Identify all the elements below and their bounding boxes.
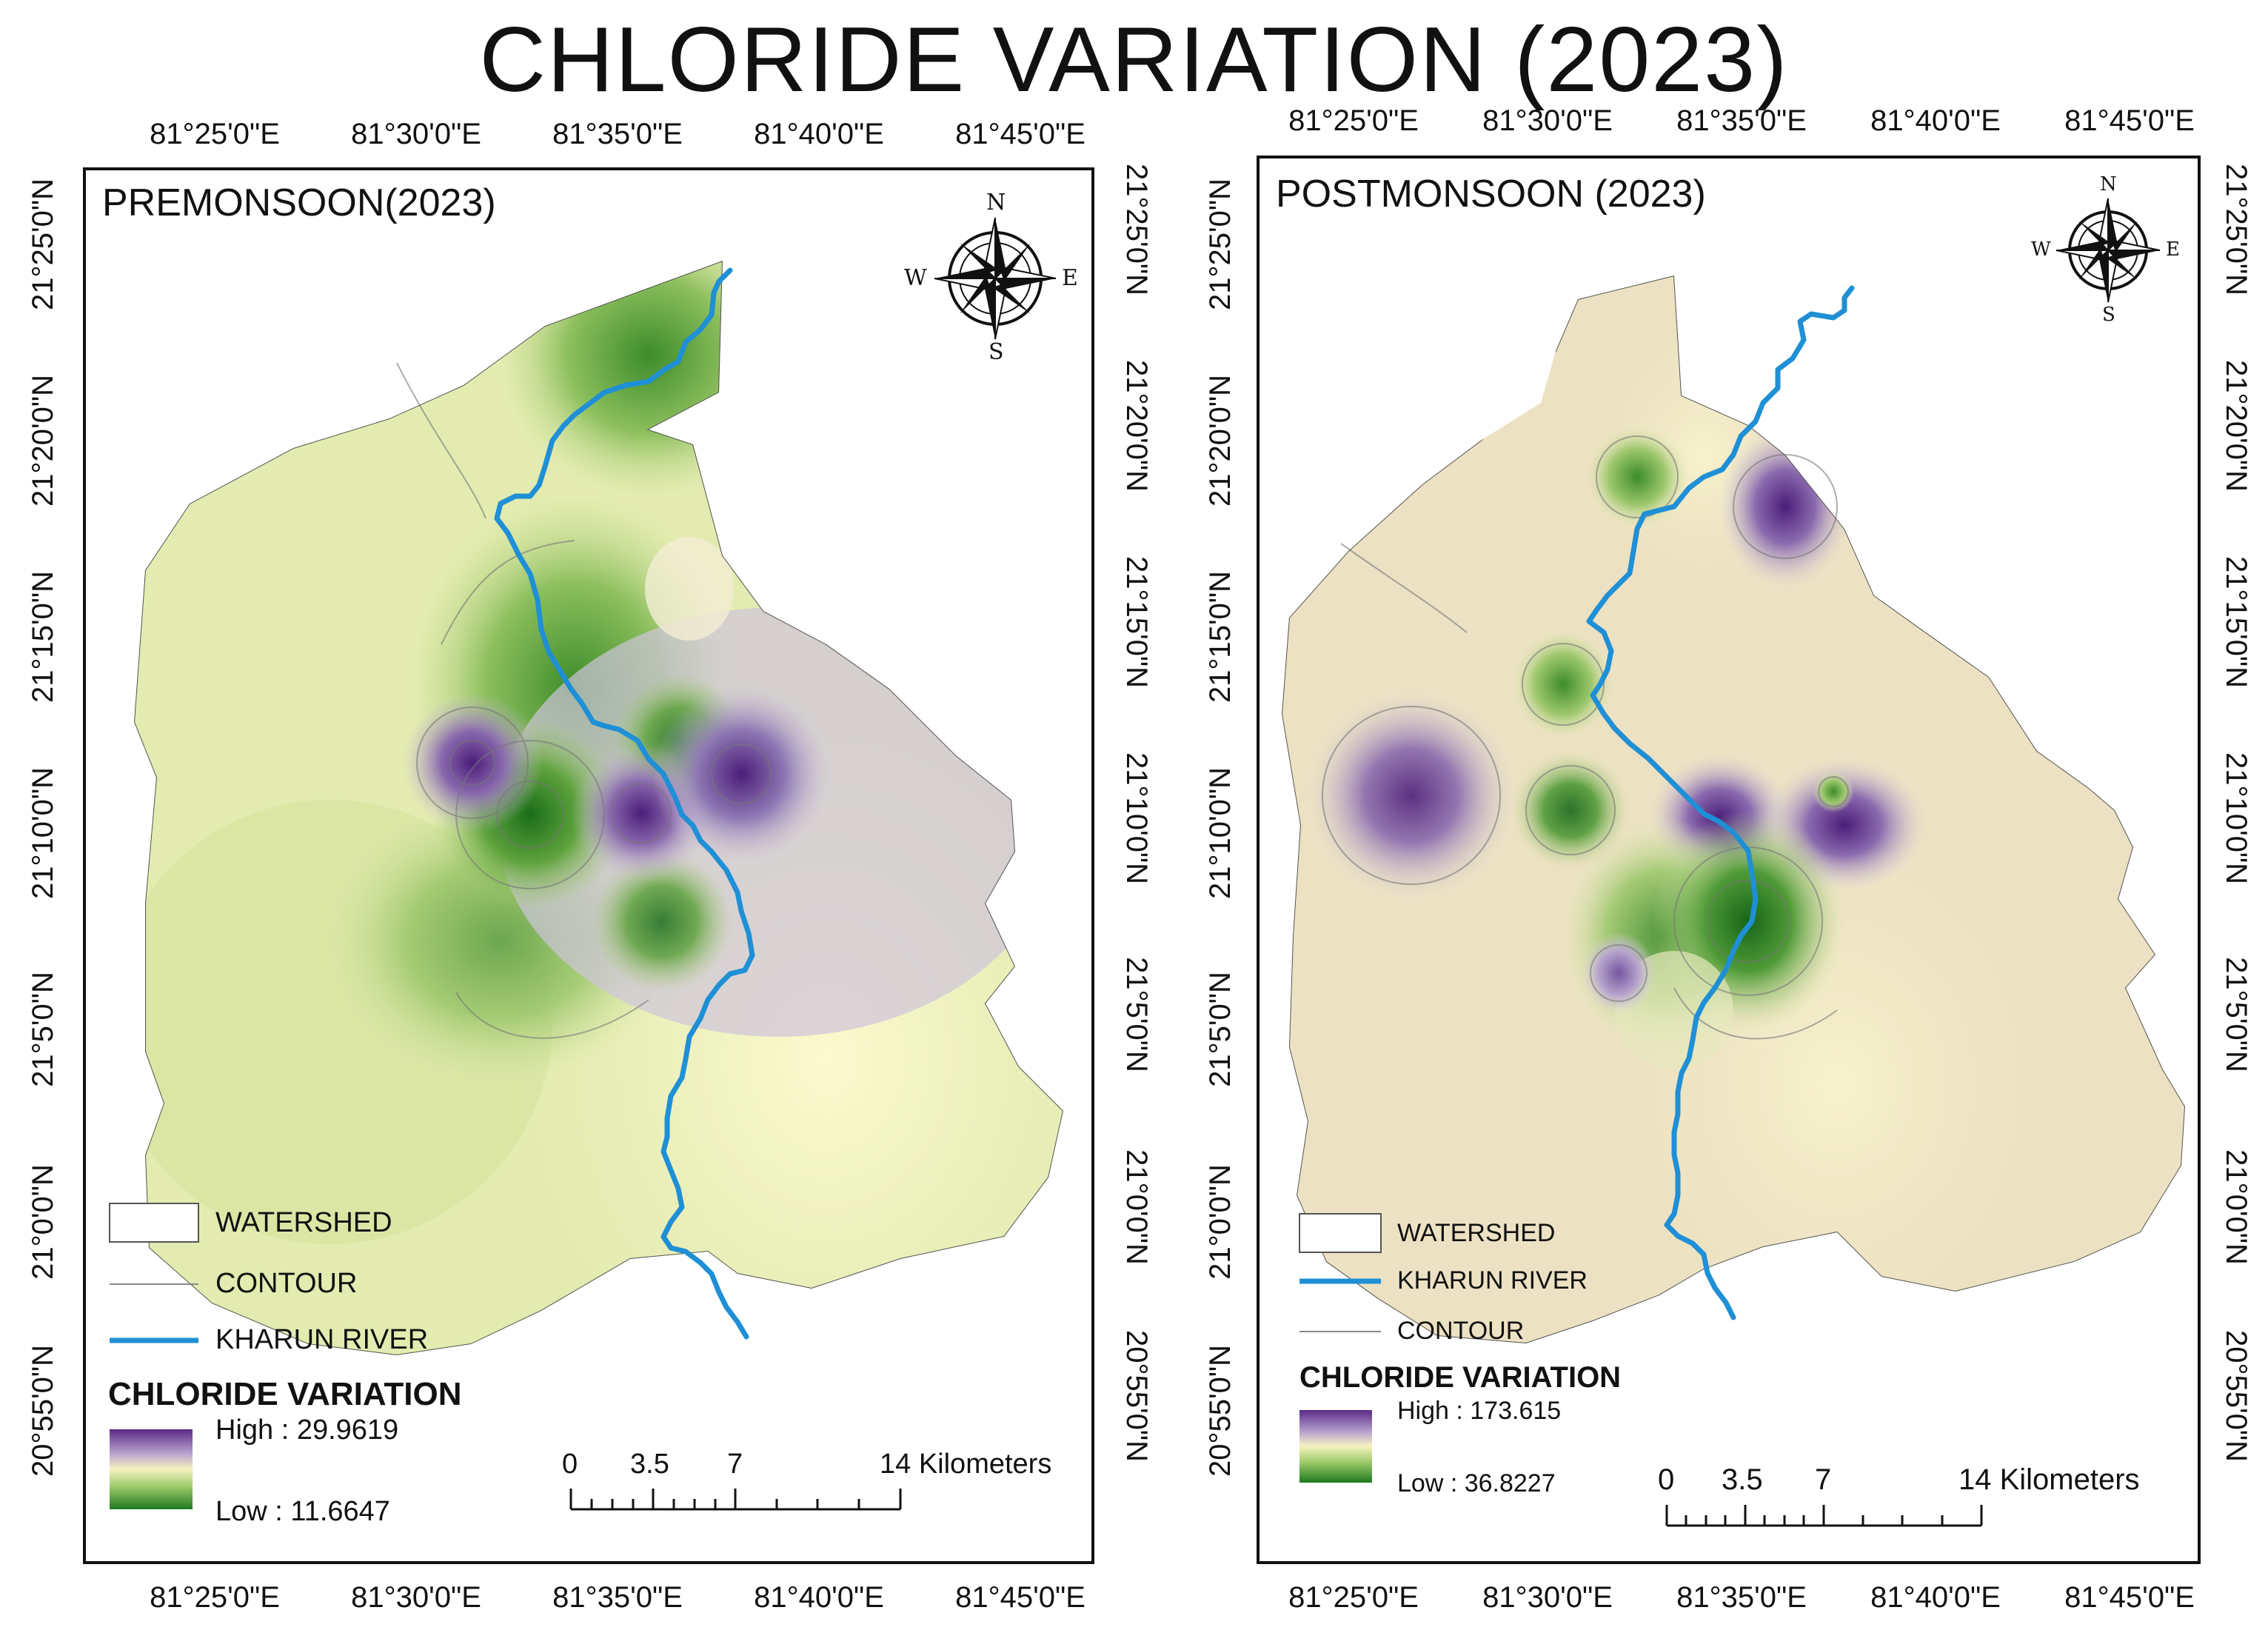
legend-color-ramp <box>110 1429 193 1509</box>
lon-tick-top: 81°35'0"E <box>552 118 683 150</box>
legend-variation-title: CHLORIDE VARIATION <box>108 1376 462 1412</box>
lat-tick-left: 21°15'0"N <box>27 571 59 703</box>
compass-e-label: E <box>2166 238 2180 261</box>
legend-river-label: KHARUN RIVER <box>1397 1266 1588 1295</box>
lon-tick-top: 81°25'0"E <box>150 118 280 150</box>
postmonsoon-map-frame: N S E W POSTMONSOON (2023) WATERSHED KHA… <box>1257 156 2201 1564</box>
lon-tick-top: 81°45'0"E <box>955 118 1086 150</box>
lon-tick-bottom: 81°40'0"E <box>754 1581 884 1614</box>
scale-label: 3.5 <box>1722 1463 1763 1496</box>
lon-tick-top: 81°30'0"E <box>351 118 481 150</box>
postmonsoon-map <box>1282 198 2185 1527</box>
premonsoon-contours <box>396 362 772 1039</box>
scale-label: 7 <box>727 1449 743 1480</box>
lon-tick-top: 81°35'0"E <box>1676 104 1807 137</box>
premonsoon-kharun-river <box>494 267 755 1340</box>
premonsoon-north-arrow-icon <box>934 217 1057 340</box>
lat-tick-left: 21°15'0"N <box>1204 571 1237 703</box>
lat-tick-right: 21°0'0"N <box>1120 1149 1153 1265</box>
legend-contour-label: CONTOUR <box>215 1268 358 1299</box>
lat-tick-right: 21°10'0"N <box>2220 752 2252 884</box>
lat-tick-right: 21°5'0"N <box>1120 957 1153 1072</box>
legend-watershed-label: WATERSHED <box>1397 1219 1556 1247</box>
legend-contour-label: CONTOUR <box>1397 1317 1525 1345</box>
legend-high-label: High : 29.9619 <box>215 1414 399 1446</box>
scale-label: 14 Kilometers <box>1958 1463 2140 1496</box>
premonsoon-map <box>109 217 1063 1511</box>
scale-label: 0 <box>1658 1463 1675 1496</box>
lat-tick-right: 21°15'0"N <box>2220 556 2252 688</box>
lon-tick-bottom: 81°45'0"E <box>2064 1581 2195 1614</box>
lat-tick-right: 21°20'0"N <box>2220 360 2252 492</box>
lat-tick-right: 21°5'0"N <box>2220 957 2252 1072</box>
compass-s-label: S <box>989 339 1004 365</box>
lat-tick-right: 21°25'0"N <box>2220 164 2252 295</box>
lat-tick-left: 21°0'0"N <box>1204 1164 1237 1280</box>
lat-tick-left: 21°0'0"N <box>27 1164 59 1280</box>
scale-label: 14 Kilometers <box>880 1449 1052 1480</box>
lat-tick-right: 21°10'0"N <box>1120 752 1153 884</box>
lat-tick-left: 21°25'0"N <box>1204 178 1237 310</box>
lat-tick-left: 21°10'0"N <box>27 767 59 899</box>
legend-watershed-swatch <box>1299 1213 1382 1253</box>
legend-low-label: Low : 36.8227 <box>1397 1469 1556 1497</box>
compass-n-label: N <box>2100 173 2117 196</box>
lat-tick-right: 20°55'0"N <box>1120 1330 1153 1462</box>
legend-river-label: KHARUN RIVER <box>215 1324 429 1355</box>
postmonsoon-title: POSTMONSOON (2023) <box>1276 173 1706 216</box>
premonsoon-map-frame: N S E W PREMONSOON(2023) WATERSHED CONTO… <box>83 167 1094 1564</box>
lat-tick-right: 21°20'0"N <box>1120 360 1153 492</box>
lon-tick-bottom: 81°45'0"E <box>955 1581 1086 1614</box>
scale-label: 3.5 <box>630 1449 669 1480</box>
lon-tick-bottom: 81°25'0"E <box>150 1581 280 1614</box>
premonsoon-scale-bar <box>569 1489 902 1511</box>
compass-e-label: E <box>1062 265 1078 291</box>
lon-tick-bottom: 81°30'0"E <box>351 1581 481 1614</box>
postmonsoon-surface <box>1282 275 2185 1343</box>
postmonsoon-kharun-river <box>1586 285 1855 1320</box>
postmonsoon-legend-swatches <box>1299 1213 1382 1483</box>
legend-watershed-label: WATERSHED <box>215 1207 392 1238</box>
lat-tick-left: 21°20'0"N <box>27 375 59 507</box>
lat-tick-left: 20°55'0"N <box>1204 1345 1237 1477</box>
lon-tick-top: 81°45'0"E <box>2064 104 2195 137</box>
lat-tick-left: 20°55'0"N <box>27 1345 59 1477</box>
premonsoon-legend-swatches <box>109 1203 199 1509</box>
compass-w-label: W <box>2031 238 2051 261</box>
premonsoon-title: PREMONSOON(2023) <box>102 181 496 224</box>
compass-w-label: W <box>904 265 927 291</box>
legend-variation-title: CHLORIDE VARIATION <box>1299 1361 1622 1394</box>
compass-s-label: S <box>2102 304 2115 326</box>
lon-tick-bottom: 81°35'0"E <box>552 1581 683 1614</box>
lat-tick-right: 21°15'0"N <box>1120 556 1153 688</box>
legend-low-label: Low : 11.6647 <box>215 1496 390 1527</box>
lon-tick-bottom: 81°25'0"E <box>1288 1581 1419 1614</box>
postmonsoon-north-arrow-icon <box>2055 198 2161 303</box>
lon-tick-top: 81°40'0"E <box>754 118 884 150</box>
lat-tick-left: 21°5'0"N <box>1204 972 1237 1087</box>
lon-tick-bottom: 81°30'0"E <box>1482 1581 1613 1614</box>
lon-tick-top: 81°30'0"E <box>1482 104 1613 137</box>
postmonsoon-scale-bar <box>1665 1505 1983 1527</box>
figure-title: CHLORIDE VARIATION (2023) <box>479 9 1789 111</box>
lon-tick-bottom: 81°40'0"E <box>1870 1581 2001 1614</box>
lon-tick-top: 81°25'0"E <box>1288 104 1419 137</box>
compass-n-label: N <box>986 190 1006 216</box>
lat-tick-left: 21°5'0"N <box>27 972 59 1087</box>
scale-label: 0 <box>562 1449 578 1480</box>
lat-tick-right: 20°55'0"N <box>2220 1330 2252 1462</box>
legend-high-label: High : 173.615 <box>1397 1397 1562 1425</box>
legend-color-ramp <box>1299 1410 1372 1483</box>
lon-tick-top: 81°40'0"E <box>1870 104 2001 137</box>
lat-tick-right: 21°25'0"N <box>1120 164 1153 295</box>
lat-tick-left: 21°25'0"N <box>27 178 59 310</box>
lat-tick-right: 21°0'0"N <box>2220 1149 2252 1265</box>
legend-watershed-swatch <box>109 1203 199 1243</box>
lat-tick-left: 21°10'0"N <box>1204 767 1237 899</box>
lon-tick-bottom: 81°35'0"E <box>1676 1581 1807 1614</box>
lat-tick-left: 21°20'0"N <box>1204 375 1237 507</box>
scale-label: 7 <box>1815 1463 1832 1496</box>
